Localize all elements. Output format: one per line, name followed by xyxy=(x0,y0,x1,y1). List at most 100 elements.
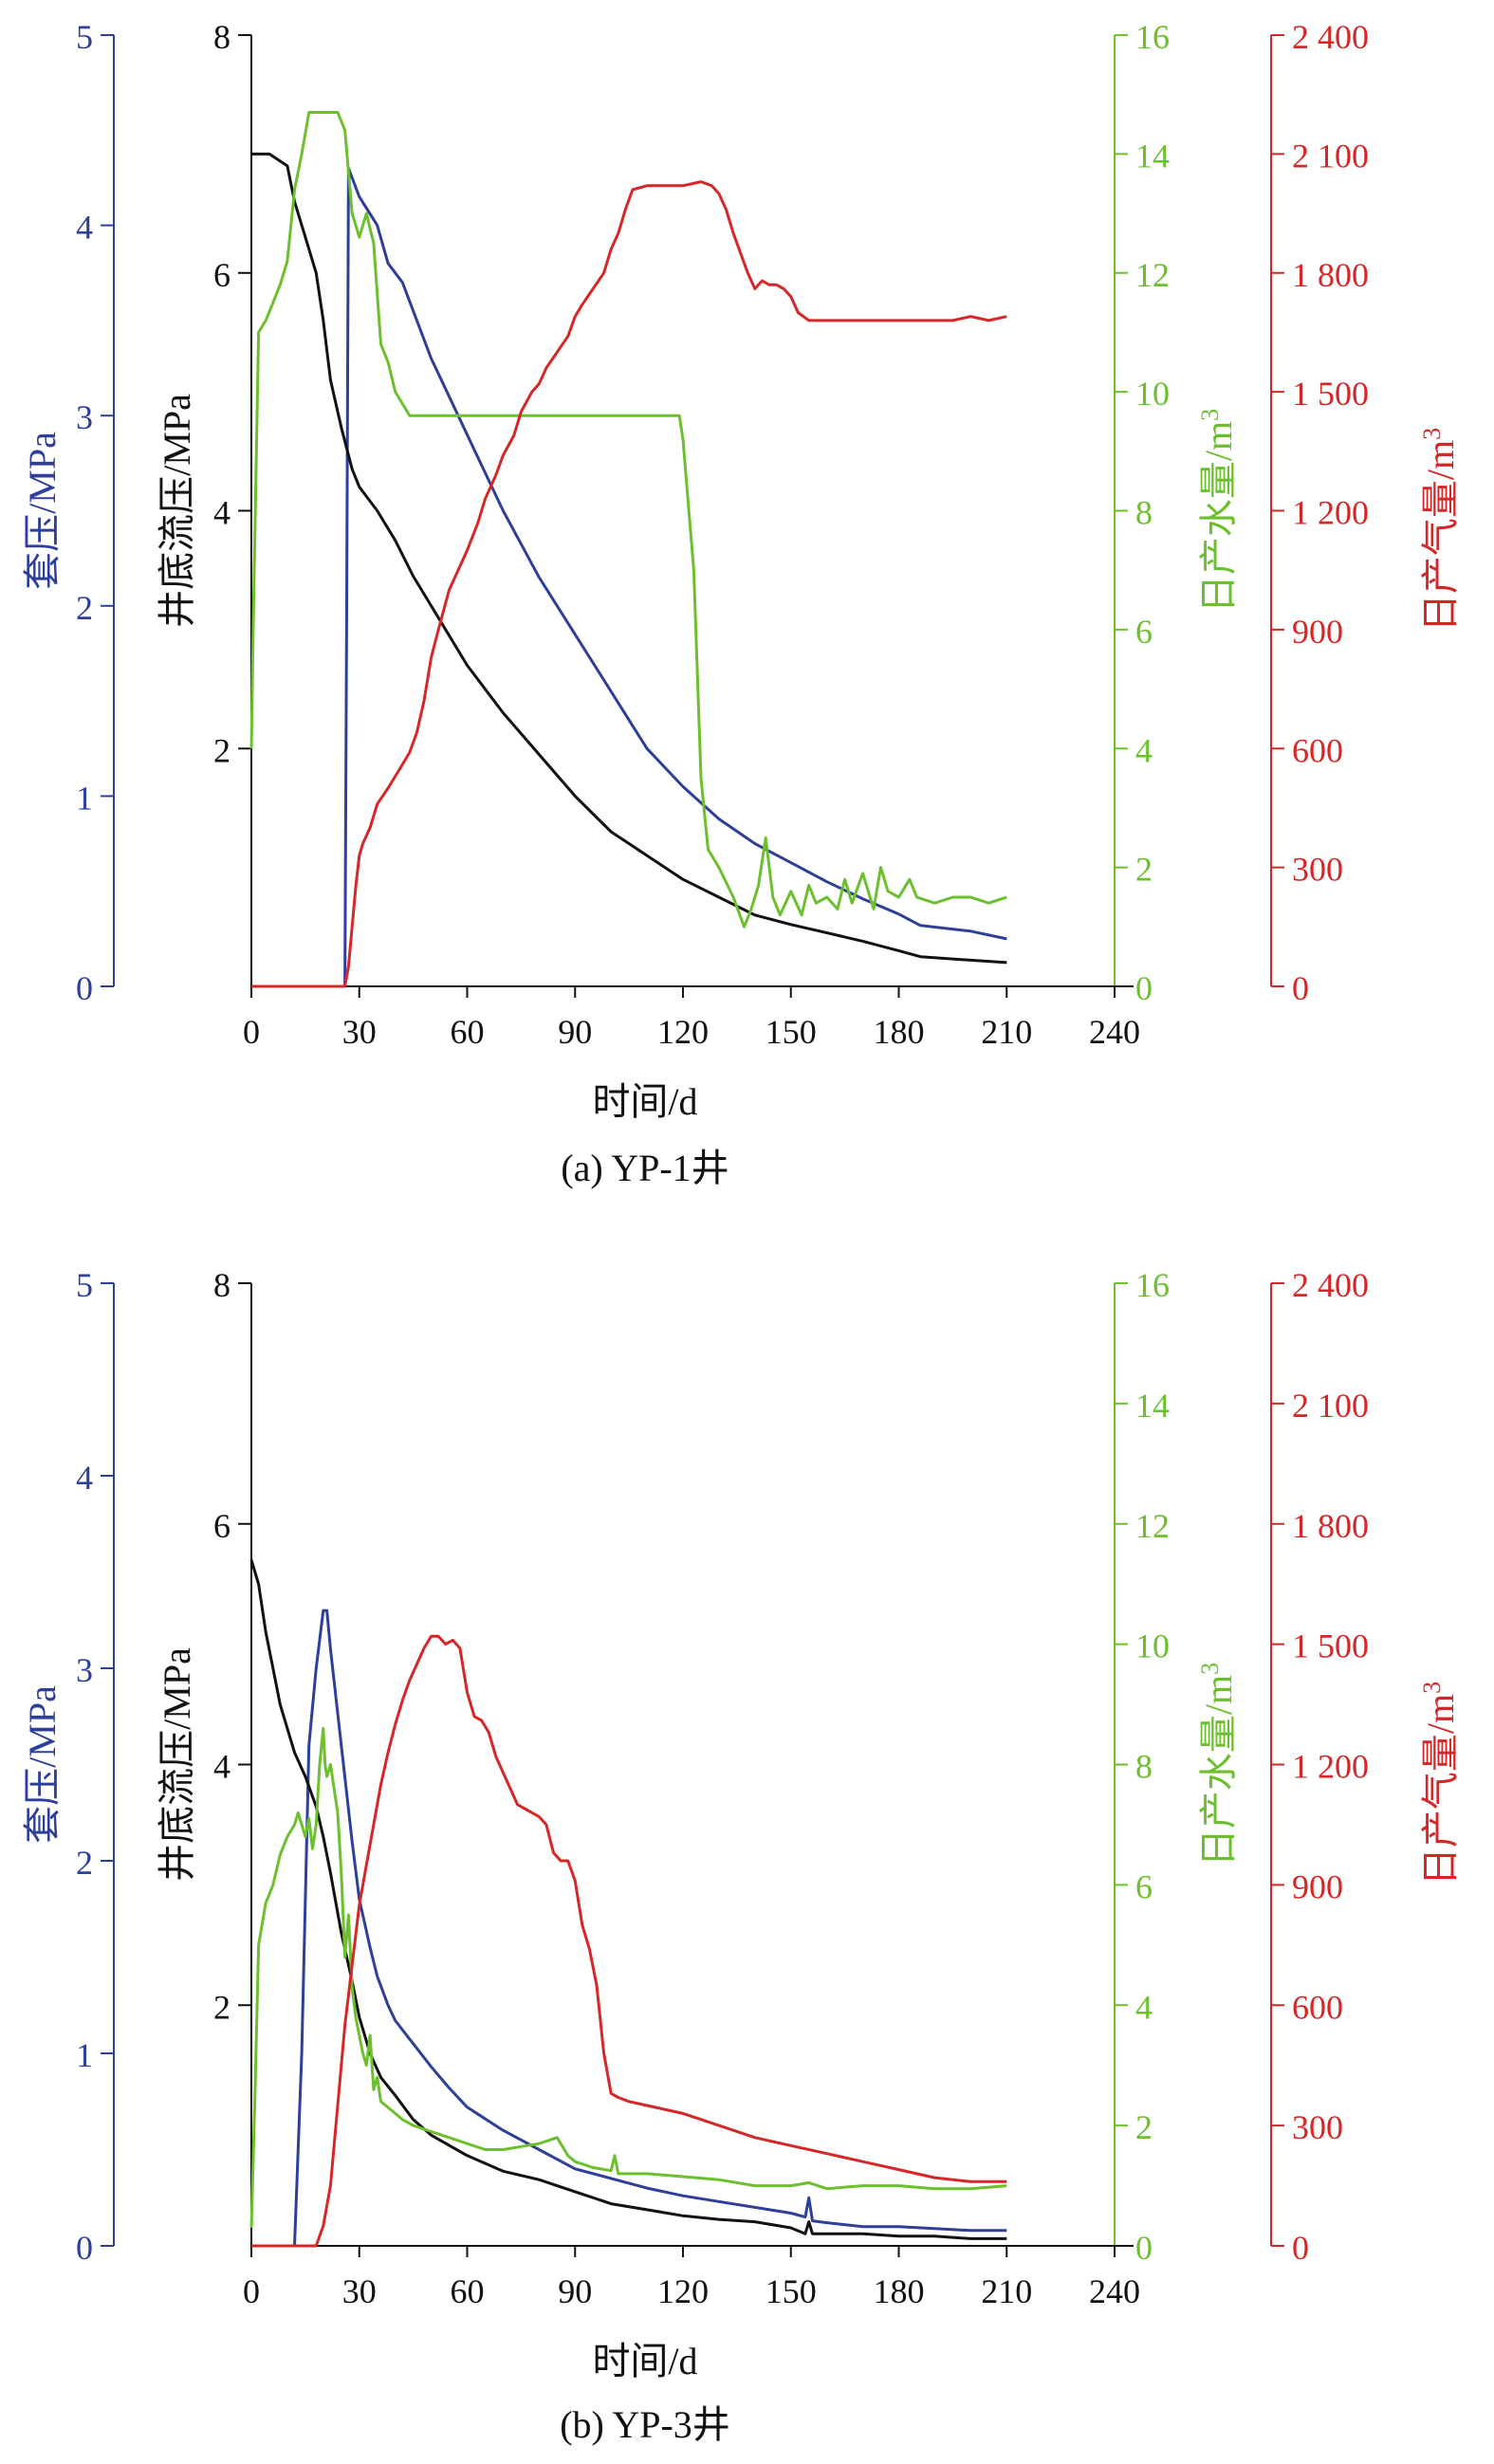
tick-label-gas: 300 xyxy=(1292,2108,1343,2146)
tick-label-water: 6 xyxy=(1135,1867,1153,1905)
tick-label-gas: 300 xyxy=(1292,851,1343,889)
x-tick-label: 210 xyxy=(981,1013,1032,1051)
x-tick-label: 60 xyxy=(451,2272,485,2310)
x-tick-label: 30 xyxy=(342,2272,377,2310)
tick-label-bhp: 8 xyxy=(213,18,231,56)
series-line-bhp xyxy=(249,1559,1007,2240)
axis-title-superscript: 3 xyxy=(1418,428,1446,440)
series-line-water xyxy=(249,111,1007,929)
tick-label-bhp: 2 xyxy=(213,731,231,769)
x-tick-label: 180 xyxy=(874,2272,925,2310)
x-tick-label: 210 xyxy=(981,2272,1032,2310)
tick-label-water: 8 xyxy=(1135,494,1153,532)
tick-label-casing: 2 xyxy=(76,1844,93,1882)
tick-label-casing: 1 xyxy=(76,779,93,817)
axis-title-bhp: 井底流压/MPa xyxy=(156,1647,198,1882)
tick-label-casing: 3 xyxy=(76,1651,93,1689)
x-tick-label: 90 xyxy=(558,1013,592,1051)
tick-label-water: 10 xyxy=(1135,375,1170,413)
x-tick-label: 120 xyxy=(657,1013,709,1051)
x-tick-label: 240 xyxy=(1089,2272,1140,2310)
tick-label-water: 14 xyxy=(1135,137,1170,175)
tick-label-water: 2 xyxy=(1135,2108,1153,2146)
x-axis-title: 时间/d xyxy=(592,2340,697,2382)
axis-title-casing: 套压/MPa xyxy=(21,1685,64,1844)
tick-label-casing: 2 xyxy=(76,589,93,627)
panel-caption: (b) YP-3井 xyxy=(560,2403,730,2446)
tick-label-water: 12 xyxy=(1135,256,1170,294)
axis-title-bhp: 井底流压/MPa xyxy=(156,394,198,628)
tick-label-water: 16 xyxy=(1135,1266,1170,1304)
tick-label-bhp: 2 xyxy=(213,1988,231,2026)
tick-label-water: 4 xyxy=(1135,731,1153,769)
series-line-water xyxy=(249,1726,1007,2229)
tick-label-water: 4 xyxy=(1135,1988,1153,2026)
axis-title-water: 日产水量/m3 xyxy=(1196,409,1240,613)
x-tick-label: 0 xyxy=(243,1013,260,1051)
tick-label-gas: 1 500 xyxy=(1292,375,1369,413)
series-line-casing xyxy=(251,166,1007,988)
tick-label-gas: 600 xyxy=(1292,731,1343,769)
chart-panel-a: 012345套压/MPa2468井底流压/MPa0246810121416日产水… xyxy=(21,18,1462,1189)
axis-title-gas: 日产气量/m3 xyxy=(1418,1682,1462,1885)
tick-label-casing: 5 xyxy=(76,1266,93,1304)
tick-label-gas: 2 100 xyxy=(1292,137,1369,175)
tick-label-water: 0 xyxy=(1135,2229,1153,2267)
axis-title-casing: 套压/MPa xyxy=(21,432,64,590)
tick-label-bhp: 6 xyxy=(213,1507,231,1545)
x-tick-label: 150 xyxy=(765,1013,817,1051)
tick-label-bhp: 8 xyxy=(213,1266,231,1304)
x-tick-label: 60 xyxy=(451,1013,485,1051)
tick-label-gas: 600 xyxy=(1292,1988,1343,2026)
x-tick-label: 90 xyxy=(558,2272,592,2310)
tick-label-gas: 1 800 xyxy=(1292,1507,1369,1545)
tick-label-casing: 4 xyxy=(76,209,93,247)
tick-label-bhp: 4 xyxy=(213,1748,231,1786)
series-line-bhp xyxy=(251,152,1007,965)
tick-label-casing: 5 xyxy=(76,18,93,56)
tick-label-casing: 0 xyxy=(76,969,93,1007)
tick-label-casing: 1 xyxy=(76,2036,93,2074)
axis-title-superscript: 3 xyxy=(1196,1663,1224,1675)
tick-label-gas: 900 xyxy=(1292,1867,1343,1905)
tick-label-casing: 3 xyxy=(76,398,93,436)
x-tick-label: 0 xyxy=(243,2272,260,2310)
panel-caption: (a) YP-1井 xyxy=(561,1147,729,1189)
tick-label-water: 6 xyxy=(1135,613,1153,651)
tick-label-gas: 1 500 xyxy=(1292,1627,1369,1665)
x-tick-label: 120 xyxy=(657,2272,709,2310)
tick-label-gas: 2 400 xyxy=(1292,1266,1369,1304)
x-axis-title: 时间/d xyxy=(592,1080,697,1123)
tick-label-gas: 900 xyxy=(1292,613,1343,651)
tick-label-casing: 0 xyxy=(76,2229,93,2267)
chart-panel-b: 012345套压/MPa2468井底流压/MPa0246810121416日产水… xyxy=(21,1266,1462,2446)
tick-label-water: 12 xyxy=(1135,1507,1170,1545)
tick-label-water: 14 xyxy=(1135,1387,1170,1425)
tick-label-gas: 0 xyxy=(1292,2229,1309,2267)
axis-title-water: 日产水量/m3 xyxy=(1196,1663,1240,1866)
axis-title-gas: 日产气量/m3 xyxy=(1418,428,1462,632)
tick-label-gas: 1 800 xyxy=(1292,256,1369,294)
tick-label-bhp: 4 xyxy=(213,494,231,532)
tick-label-water: 2 xyxy=(1135,851,1153,889)
tick-label-water: 10 xyxy=(1135,1627,1170,1665)
x-tick-label: 180 xyxy=(874,1013,925,1051)
tick-label-water: 16 xyxy=(1135,18,1170,56)
tick-label-water: 8 xyxy=(1135,1748,1153,1786)
x-tick-label: 30 xyxy=(342,1013,377,1051)
x-tick-label: 150 xyxy=(765,2272,817,2310)
x-tick-label: 240 xyxy=(1089,1013,1140,1051)
tick-label-gas: 2 400 xyxy=(1292,18,1369,56)
tick-label-bhp: 6 xyxy=(213,256,231,294)
tick-label-casing: 4 xyxy=(76,1459,93,1497)
tick-label-gas: 1 200 xyxy=(1292,1748,1369,1786)
tick-label-gas: 1 200 xyxy=(1292,494,1369,532)
axis-title-superscript: 3 xyxy=(1418,1682,1446,1694)
tick-label-gas: 2 100 xyxy=(1292,1387,1369,1425)
series-line-gas xyxy=(251,1634,1007,2248)
series-line-gas xyxy=(251,180,1007,988)
series-line-casing xyxy=(251,1609,1007,2248)
tick-label-water: 0 xyxy=(1135,969,1153,1007)
axis-title-superscript: 3 xyxy=(1196,409,1224,421)
